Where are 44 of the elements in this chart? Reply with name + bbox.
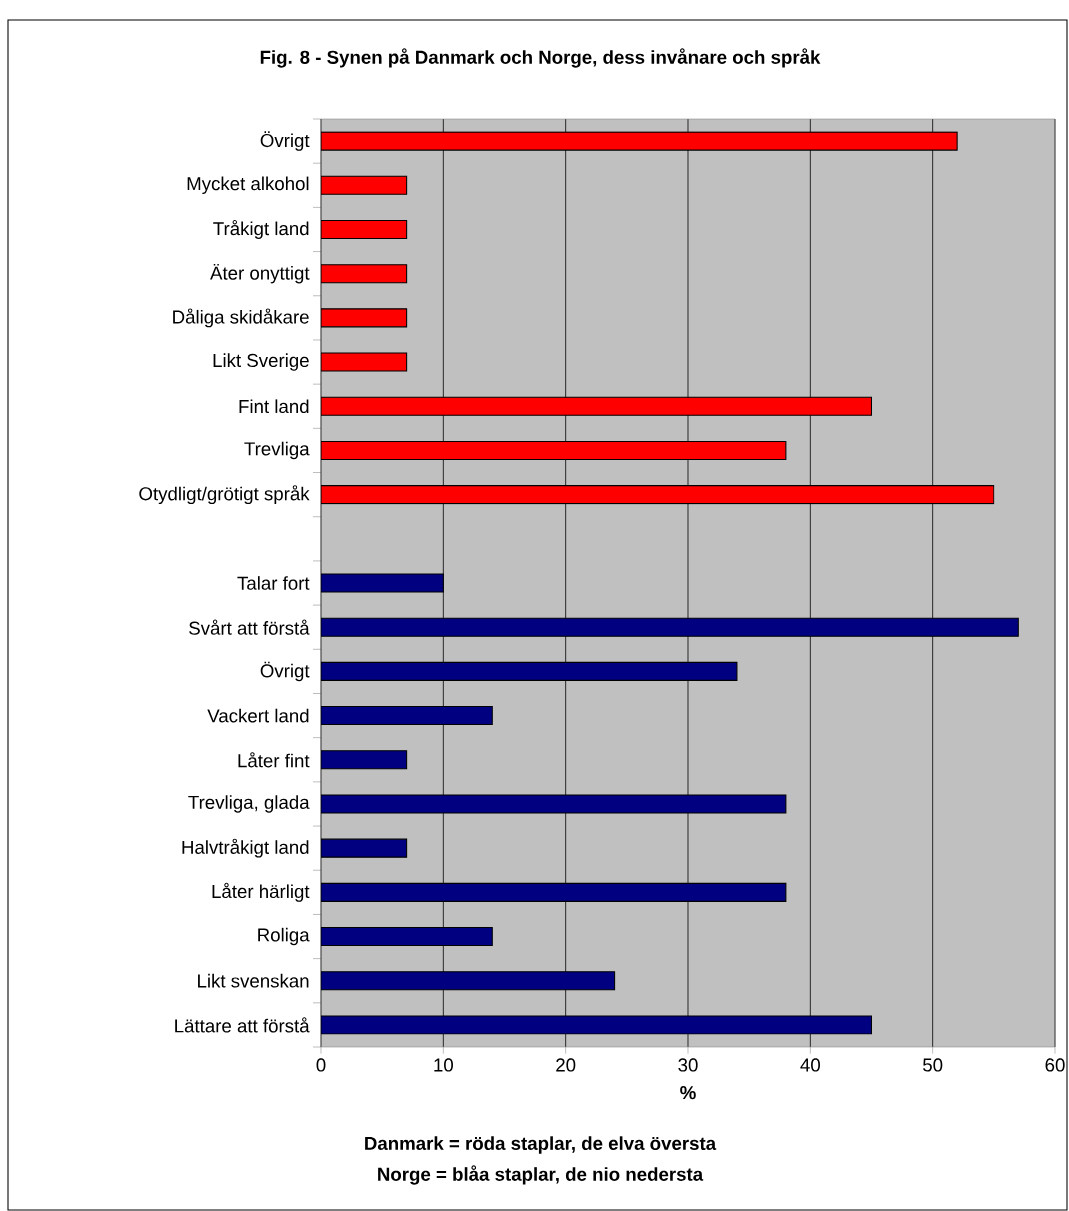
y-tick-label: Dåliga skidåkare — [173, 308, 309, 328]
bar — [321, 750, 408, 770]
y-tick-label: Mycket alkohol — [187, 176, 309, 194]
x-tick-label: 20 — [556, 1058, 576, 1072]
y-tick-label: Halvtråkigt land — [182, 838, 309, 858]
bar — [321, 882, 787, 902]
bar — [321, 352, 408, 372]
bar — [321, 926, 493, 947]
x-tick-label: 60 — [1045, 1058, 1065, 1072]
y-tick-label: Äter onyttigt — [210, 263, 310, 284]
text: Norge = blåa staplar, de nio nedersta — [378, 1165, 704, 1185]
bar — [321, 971, 616, 991]
y-tick-label: Roliga — [258, 927, 310, 946]
x-tick-label: 40 — [800, 1058, 820, 1072]
bar — [321, 706, 493, 726]
y-tick-label: Fint land — [239, 399, 309, 414]
y-tick-label: Låter härligt — [212, 882, 310, 902]
bar — [321, 617, 1019, 637]
x-tick-label: 50 — [923, 1058, 943, 1072]
y-tick-label: Låter fint — [238, 752, 310, 768]
y-tick-label: Övrigt — [260, 131, 310, 151]
x-tick-label: 0 — [316, 1058, 326, 1072]
y-tick-label: Trevliga — [244, 441, 310, 460]
x-tick-label: 30 — [678, 1058, 698, 1072]
x-axis-title: % — [680, 1086, 696, 1100]
y-tick-label: Vackert land — [207, 708, 309, 723]
y-tick-label: Tråkigt land — [213, 220, 309, 239]
y-tick-label: Likt Sverige — [213, 353, 309, 371]
y-tick-label: Likt svenskan — [198, 973, 309, 988]
x-tick-label: 10 — [434, 1058, 453, 1072]
bar — [321, 308, 408, 328]
y-tick-label: Otydligt/grötigt språk — [139, 485, 310, 505]
y-tick-label: Svårt att förstå — [189, 619, 310, 635]
bar — [321, 661, 738, 681]
bar — [321, 219, 408, 240]
y-tick-label: Övrigt — [260, 661, 310, 682]
text: Danmark = röda staplar, de elva översta — [365, 1136, 717, 1154]
bar — [321, 838, 408, 858]
y-tick-label: Talar fort — [237, 576, 310, 590]
y-tick-label: Lättare att förstå — [175, 1017, 310, 1033]
bar — [321, 175, 408, 195]
chart-title: Fig. 8 - Synen på Danmark och Norge, dess invånare och språk — [260, 48, 821, 68]
y-tick-label: Trevliga, glada — [188, 795, 310, 813]
bar — [321, 264, 408, 284]
